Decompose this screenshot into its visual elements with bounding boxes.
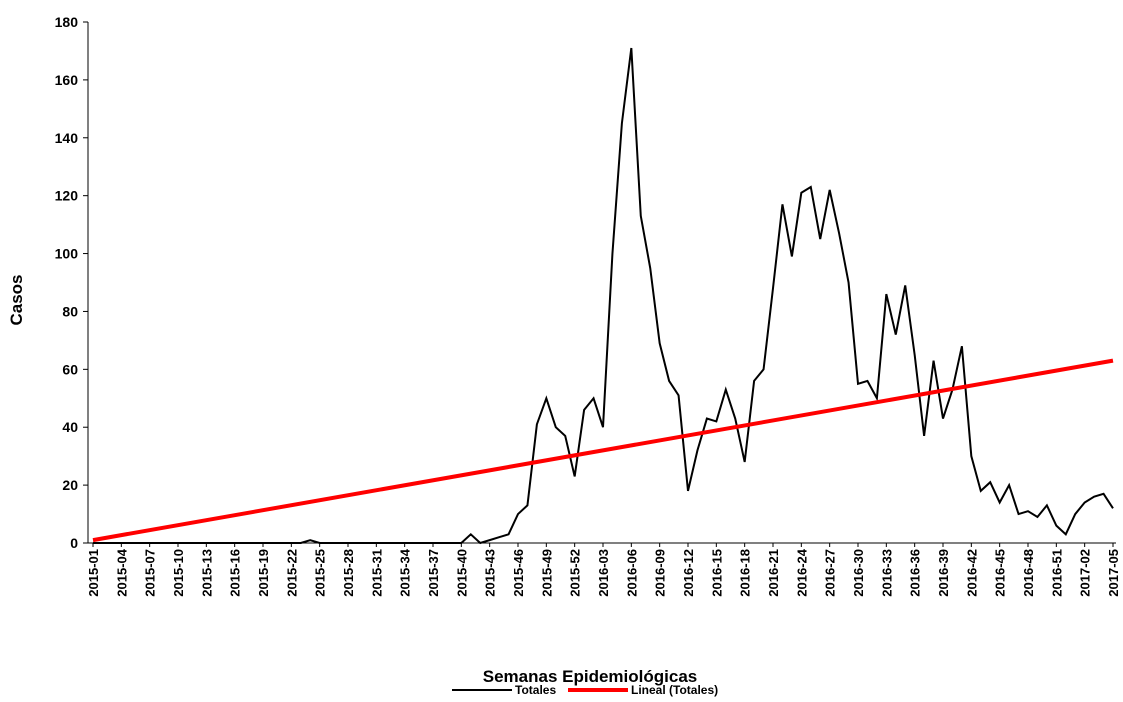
x-tick-label: 2015-46: [511, 549, 526, 597]
x-tick-label: 2015-43: [483, 549, 498, 597]
x-tick-label: 2016-33: [879, 549, 894, 597]
y-tick-label: 60: [62, 361, 78, 377]
x-tick-label: 2015-01: [86, 549, 101, 597]
x-tick-label: 2016-39: [936, 549, 951, 597]
x-tick-label: 2015-37: [426, 549, 441, 597]
x-tick-label: 2016-30: [851, 549, 866, 597]
x-tick-label: 2015-34: [398, 548, 413, 596]
x-tick-label: 2016-03: [596, 549, 611, 597]
y-tick-label: 0: [70, 535, 78, 551]
x-tick-label: 2016-18: [738, 549, 753, 597]
x-tick-label: 2016-42: [964, 549, 979, 597]
x-tick-label: 2016-09: [653, 549, 668, 597]
x-tick-label: 2016-36: [908, 549, 923, 597]
x-tick-label: 2015-13: [199, 549, 214, 597]
legend-label: Totales: [515, 683, 556, 697]
x-tick-label: 2016-12: [681, 549, 696, 597]
x-tick-label: 2016-27: [823, 549, 838, 597]
x-tick-label: 2016-24: [794, 548, 809, 596]
x-tick-label: 2016-21: [766, 549, 781, 597]
y-tick-label: 120: [55, 188, 79, 204]
trend-line: [92, 358, 1114, 543]
x-tick-label: 2015-40: [454, 549, 469, 597]
y-tick-label: 160: [55, 72, 79, 88]
x-tick-label: 2015-52: [568, 549, 583, 597]
y-axis-title: Casos: [7, 274, 26, 325]
x-axis-title: Semanas Epidemiológicas: [483, 667, 697, 686]
legend-label: Lineal (Totales): [631, 683, 718, 697]
x-tick-label: 2015-22: [284, 549, 299, 597]
x-tick-label: 2015-16: [228, 549, 243, 597]
x-tick-label: 2015-10: [171, 549, 186, 597]
x-tick-label: 2015-25: [313, 549, 328, 597]
y-tick-label: 180: [55, 14, 79, 30]
x-tick-label: 2016-15: [709, 549, 724, 597]
x-tick-label: 2016-51: [1049, 549, 1064, 597]
x-tick-label: 2015-19: [256, 549, 271, 597]
x-tick-label: 2017-02: [1078, 549, 1093, 597]
y-tick-label: 100: [55, 246, 79, 262]
x-tick-label: 2016-48: [1021, 549, 1036, 597]
x-tick-label: 2015-28: [341, 549, 356, 597]
x-tick-label: 2017-05: [1106, 549, 1121, 597]
x-tick-label: 2015-49: [539, 549, 554, 597]
y-tick-label: 80: [62, 303, 78, 319]
y-tick-label: 40: [62, 419, 78, 435]
x-tick-label: 2015-04: [114, 548, 129, 596]
x-tick-label: 2016-45: [993, 549, 1008, 597]
data-line: [93, 47, 1114, 545]
x-tick-label: 2016-06: [624, 549, 639, 597]
x-tick-label: 2015-07: [143, 549, 158, 597]
y-tick-label: 140: [55, 130, 79, 146]
x-tick-label: 2015-31: [369, 549, 384, 597]
y-tick-label: 20: [62, 477, 78, 493]
